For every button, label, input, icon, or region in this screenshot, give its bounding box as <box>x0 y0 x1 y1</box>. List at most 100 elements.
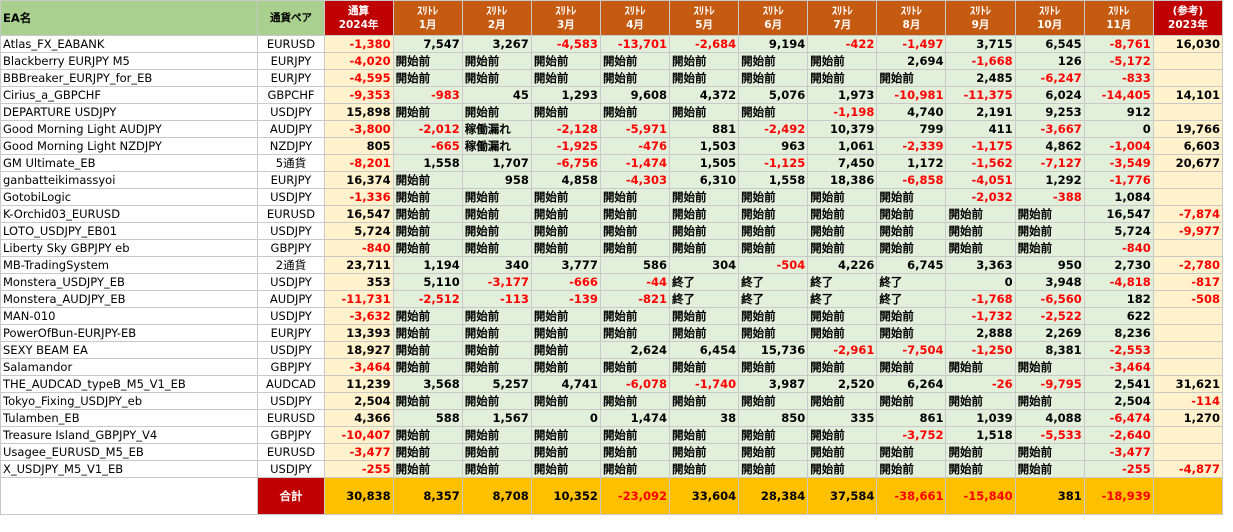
cell-month-2[interactable]: 開始前 <box>462 189 531 206</box>
cell-month-4[interactable]: 開始前 <box>600 393 669 410</box>
cell-ea-name[interactable]: Atlas_FX_EABANK <box>1 36 258 53</box>
cell-month-1[interactable]: 開始前 <box>393 206 462 223</box>
cell-reference-2023[interactable]: -7,874 <box>1153 206 1222 223</box>
cell-total-2024[interactable]: 11,239 <box>324 376 393 393</box>
cell-month-2[interactable]: 1,707 <box>462 155 531 172</box>
cell-month-8[interactable]: 終了 <box>877 274 946 291</box>
cell-total-2024[interactable]: -1,380 <box>324 36 393 53</box>
cell-ea-name[interactable]: Blackberry EURJPY M5 <box>1 53 258 70</box>
cell-month-8[interactable]: 開始前 <box>877 359 946 376</box>
summary-month-2[interactable]: 8,708 <box>462 478 531 515</box>
cell-month-3[interactable]: 開始前 <box>531 240 600 257</box>
cell-currency[interactable]: 5通貨 <box>258 155 324 172</box>
cell-month-6[interactable]: 開始前 <box>739 104 808 121</box>
cell-month-11[interactable]: -14,405 <box>1084 87 1153 104</box>
cell-month-4[interactable]: -4,303 <box>600 172 669 189</box>
cell-month-9[interactable]: -11,375 <box>946 87 1015 104</box>
cell-month-3[interactable]: 開始前 <box>531 359 600 376</box>
cell-currency[interactable]: USDJPY <box>258 189 324 206</box>
cell-month-4[interactable]: 開始前 <box>600 427 669 444</box>
summary-month-8[interactable]: -38,661 <box>877 478 946 515</box>
cell-month-8[interactable]: 開始前 <box>877 325 946 342</box>
cell-reference-2023[interactable]: -9,977 <box>1153 223 1222 240</box>
cell-total-2024[interactable]: -3,632 <box>324 308 393 325</box>
cell-month-10[interactable]: 9,253 <box>1015 104 1084 121</box>
cell-currency[interactable]: EURJPY <box>258 53 324 70</box>
cell-month-8[interactable]: 開始前 <box>877 240 946 257</box>
cell-currency[interactable]: GBPJPY <box>258 240 324 257</box>
cell-ea-name[interactable]: SEXY BEAM EA <box>1 342 258 359</box>
cell-month-3[interactable]: -4,583 <box>531 36 600 53</box>
cell-currency[interactable]: GBPJPY <box>258 427 324 444</box>
cell-ea-name[interactable]: Salamandor <box>1 359 258 376</box>
header-month-3[interactable]: ｽﾘﾄﾚ 3月 <box>531 1 600 36</box>
cell-month-9[interactable]: -4,051 <box>946 172 1015 189</box>
cell-ea-name[interactable]: Treasure Island_GBPJPY_V4 <box>1 427 258 444</box>
cell-month-1[interactable]: 開始前 <box>393 393 462 410</box>
cell-month-2[interactable]: 稼働漏れ <box>462 138 531 155</box>
cell-total-2024[interactable]: -840 <box>324 240 393 257</box>
cell-month-9[interactable]: 開始前 <box>946 444 1015 461</box>
cell-month-7[interactable]: 10,379 <box>808 121 877 138</box>
cell-ea-name[interactable]: BBBreaker_EURJPY_for_EB <box>1 70 258 87</box>
cell-month-6[interactable]: 963 <box>739 138 808 155</box>
cell-month-1[interactable]: 開始前 <box>393 308 462 325</box>
cell-month-4[interactable]: -44 <box>600 274 669 291</box>
cell-month-6[interactable]: 開始前 <box>739 325 808 342</box>
cell-month-3[interactable]: 開始前 <box>531 70 600 87</box>
cell-month-9[interactable]: 開始前 <box>946 206 1015 223</box>
cell-month-10[interactable]: 開始前 <box>1015 240 1084 257</box>
cell-month-9[interactable]: 3,715 <box>946 36 1015 53</box>
cell-currency[interactable]: USDJPY <box>258 104 324 121</box>
cell-month-7[interactable]: -1,198 <box>808 104 877 121</box>
summary-total-2024[interactable]: 30,838 <box>324 478 393 515</box>
cell-month-10[interactable]: 開始前 <box>1015 359 1084 376</box>
cell-month-2[interactable]: 340 <box>462 257 531 274</box>
cell-month-11[interactable]: -1,004 <box>1084 138 1153 155</box>
summary-month-10[interactable]: 381 <box>1015 478 1084 515</box>
cell-month-7[interactable]: 335 <box>808 410 877 427</box>
cell-month-2[interactable]: 958 <box>462 172 531 189</box>
cell-month-7[interactable]: 開始前 <box>808 427 877 444</box>
cell-month-11[interactable]: 0 <box>1084 121 1153 138</box>
cell-month-2[interactable]: 開始前 <box>462 427 531 444</box>
header-month-2[interactable]: ｽﾘﾄﾚ 2月 <box>462 1 531 36</box>
cell-month-11[interactable]: 2,730 <box>1084 257 1153 274</box>
cell-month-7[interactable]: 18,386 <box>808 172 877 189</box>
cell-month-3[interactable]: 開始前 <box>531 342 600 359</box>
cell-currency[interactable]: 2通貨 <box>258 257 324 274</box>
cell-month-11[interactable]: -2,640 <box>1084 427 1153 444</box>
cell-month-6[interactable]: 終了 <box>739 274 808 291</box>
cell-month-9[interactable]: -26 <box>946 376 1015 393</box>
cell-month-6[interactable]: 開始前 <box>739 359 808 376</box>
cell-month-3[interactable]: 開始前 <box>531 325 600 342</box>
cell-reference-2023[interactable] <box>1153 70 1222 87</box>
cell-ea-name[interactable]: Good Morning Light AUDJPY <box>1 121 258 138</box>
cell-month-5[interactable]: 開始前 <box>670 359 739 376</box>
cell-month-3[interactable]: 開始前 <box>531 308 600 325</box>
cell-month-9[interactable]: 0 <box>946 274 1015 291</box>
cell-reference-2023[interactable]: -4,877 <box>1153 461 1222 478</box>
cell-reference-2023[interactable] <box>1153 308 1222 325</box>
cell-month-8[interactable]: 799 <box>877 121 946 138</box>
cell-month-1[interactable]: -665 <box>393 138 462 155</box>
cell-month-5[interactable]: 1,505 <box>670 155 739 172</box>
cell-ea-name[interactable]: Liberty Sky GBPJPY eb <box>1 240 258 257</box>
cell-month-10[interactable]: 4,862 <box>1015 138 1084 155</box>
cell-month-6[interactable]: 終了 <box>739 291 808 308</box>
cell-month-6[interactable]: 9,194 <box>739 36 808 53</box>
header-month-4[interactable]: ｽﾘﾄﾚ 4月 <box>600 1 669 36</box>
cell-ea-name[interactable]: ganbatteikimassyoi <box>1 172 258 189</box>
cell-month-4[interactable]: 開始前 <box>600 444 669 461</box>
cell-month-1[interactable]: -2,012 <box>393 121 462 138</box>
cell-currency[interactable]: USDJPY <box>258 342 324 359</box>
cell-reference-2023[interactable]: -508 <box>1153 291 1222 308</box>
cell-total-2024[interactable]: 2,504 <box>324 393 393 410</box>
cell-month-2[interactable]: 開始前 <box>462 206 531 223</box>
cell-reference-2023[interactable] <box>1153 427 1222 444</box>
cell-month-10[interactable]: 126 <box>1015 53 1084 70</box>
cell-month-5[interactable]: 881 <box>670 121 739 138</box>
cell-month-9[interactable]: 1,039 <box>946 410 1015 427</box>
cell-month-6[interactable]: 開始前 <box>739 206 808 223</box>
cell-month-8[interactable]: -3,752 <box>877 427 946 444</box>
